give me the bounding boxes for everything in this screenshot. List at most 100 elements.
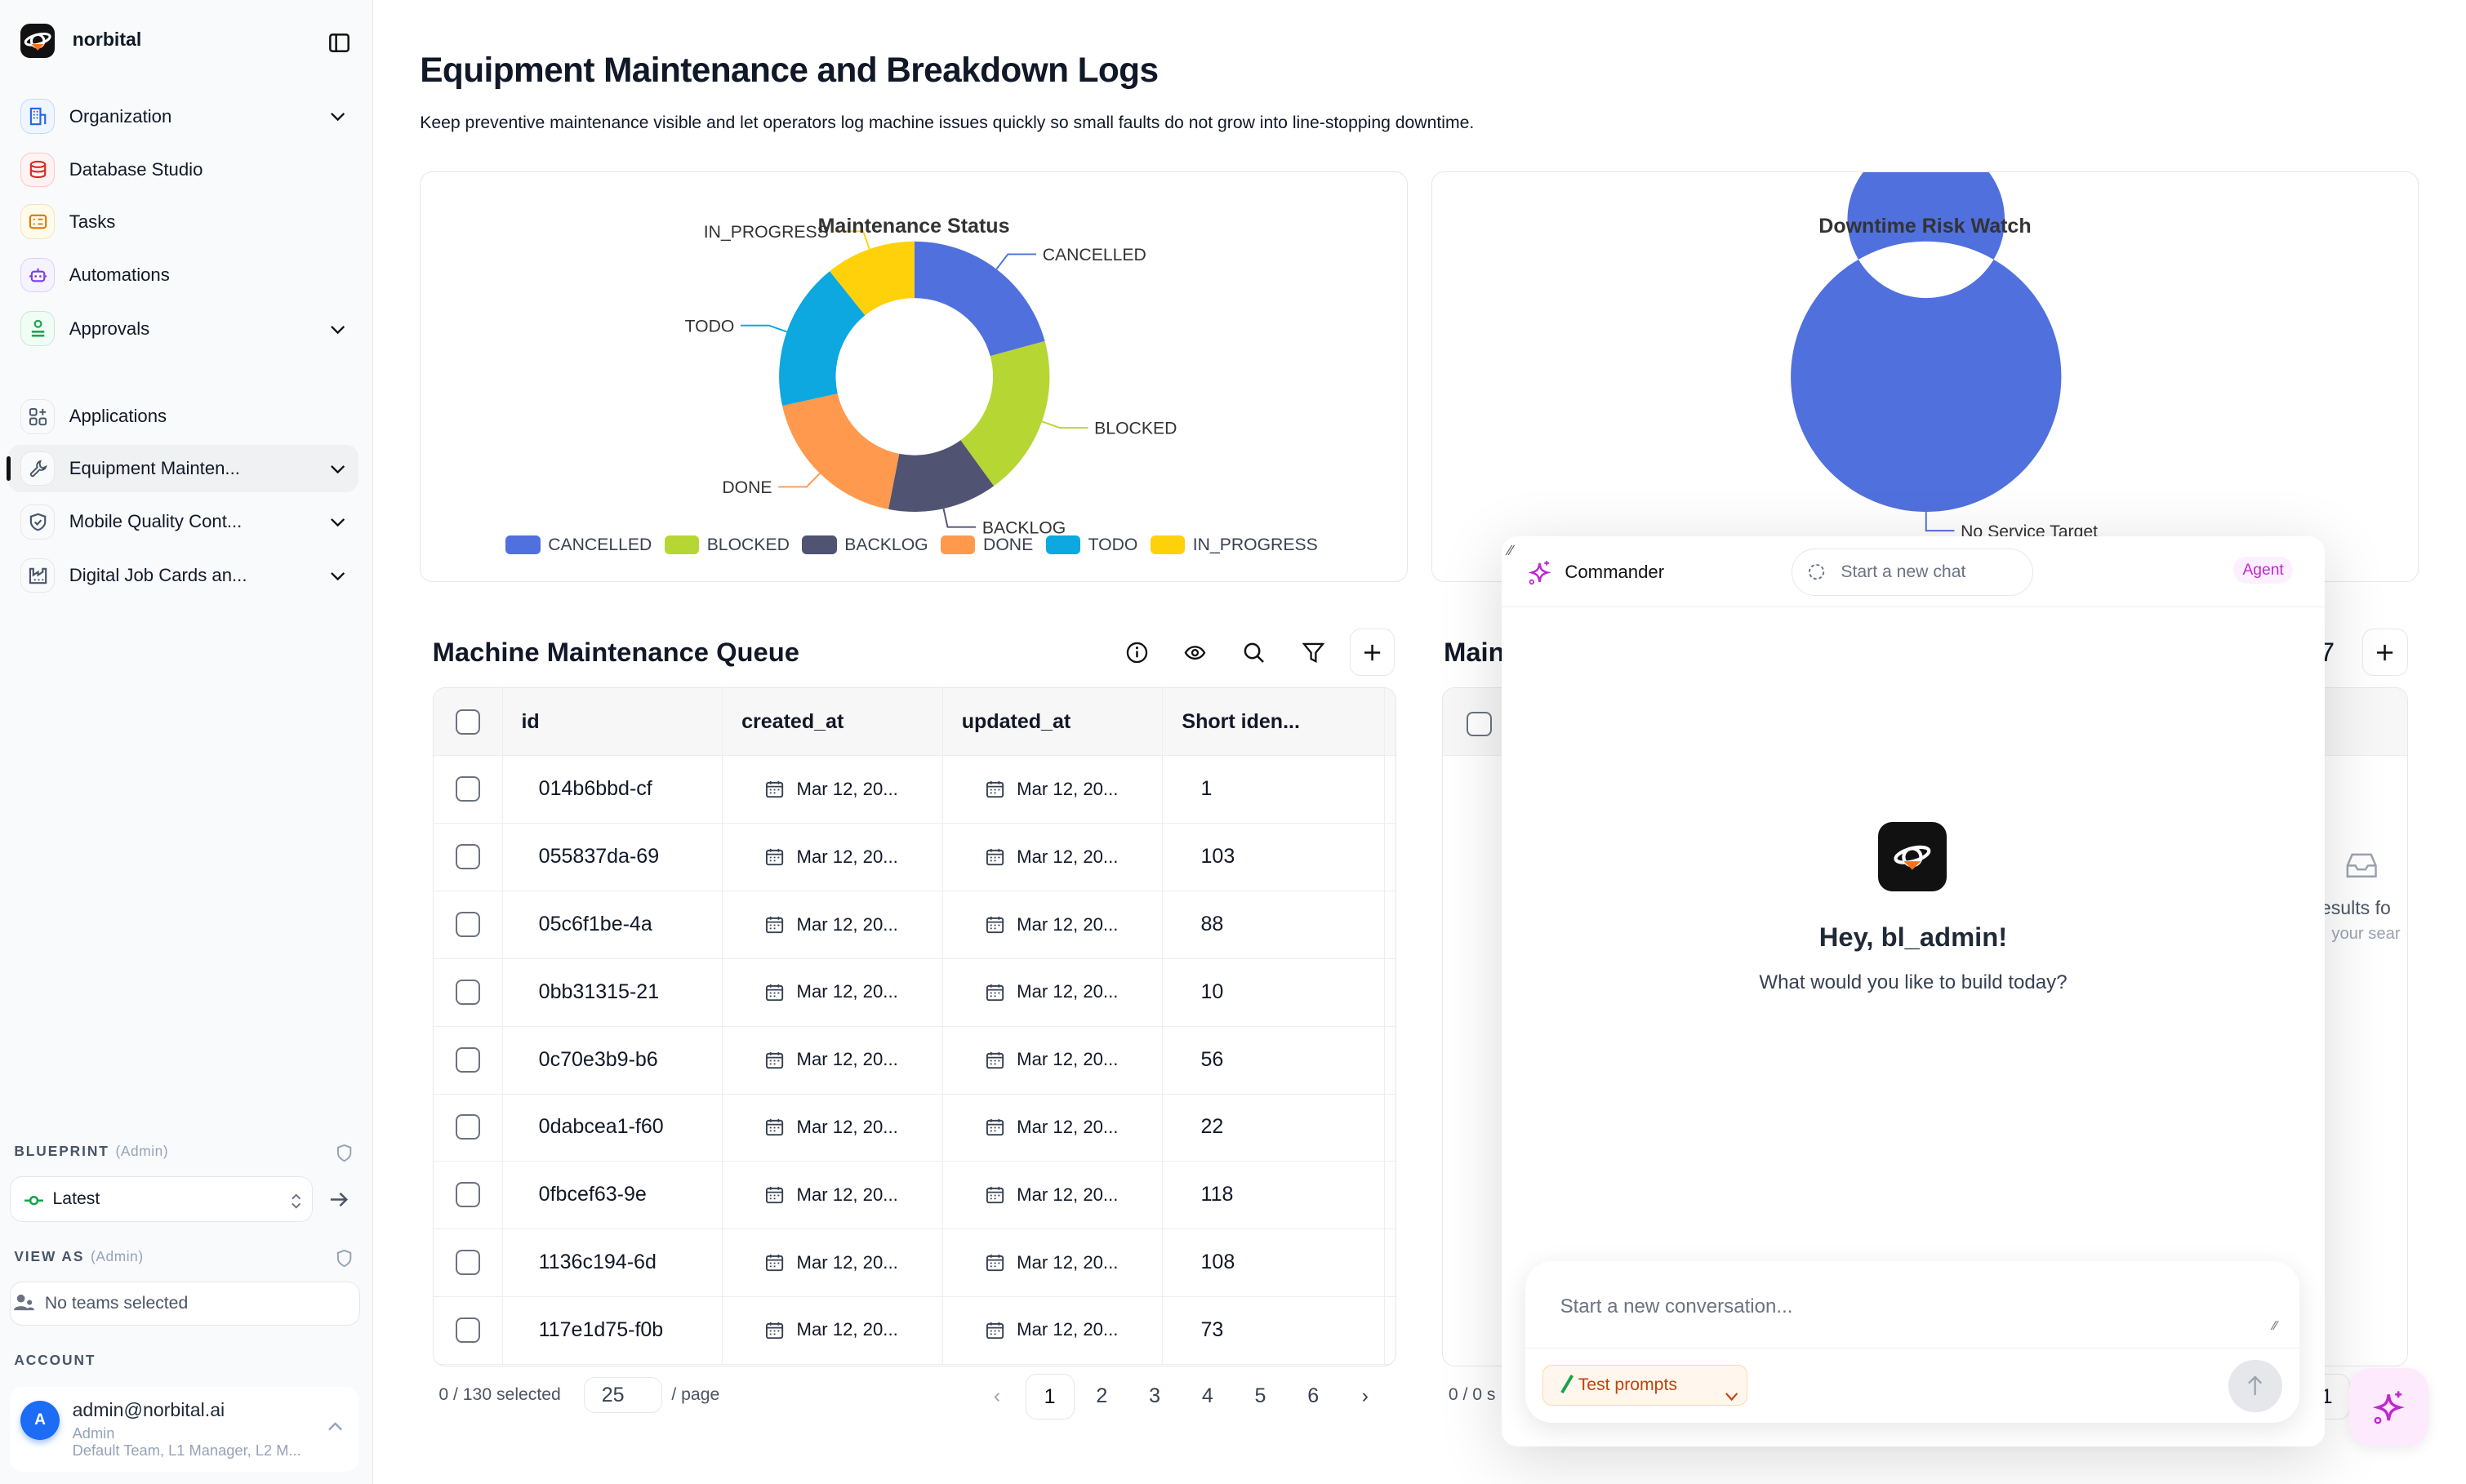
row-checkbox[interactable] (455, 912, 481, 937)
cell-created-at[interactable]: Mar 12, 20... (723, 1093, 943, 1162)
sidebar-item-approvals[interactable]: Approvals (8, 305, 358, 353)
row-checkbox[interactable] (455, 1046, 481, 1073)
row-checkbox[interactable] (455, 1250, 481, 1276)
page-4-button[interactable]: 4 (1201, 1384, 1213, 1407)
cell-id[interactable]: 055837da-69 (502, 823, 723, 891)
page-1-button[interactable]: 1 (1025, 1374, 1075, 1420)
cell-created-at[interactable]: Mar 12, 20... (723, 891, 943, 958)
add-record-button[interactable] (1349, 629, 1395, 677)
sidebar-item-automations[interactable]: Automations (8, 251, 358, 299)
table-row[interactable]: 1136c194-6d Mar 12, 20... Mar 12, 20... … (433, 1229, 1396, 1297)
cell-short-identifier[interactable]: 108 (1163, 1229, 1385, 1296)
cell-created-at[interactable]: Mar 12, 20... (723, 1161, 943, 1229)
cell-short-identifier[interactable]: 73 (1163, 1296, 1385, 1364)
conversation-input[interactable]: Start a new conversation... (1560, 1295, 1793, 1317)
account-card[interactable]: A admin@norbital.ai Admin Default Team, … (9, 1386, 359, 1472)
table-row[interactable]: 0bb31315-21 Mar 12, 20... Mar 12, 20... … (433, 957, 1396, 1027)
legend-item-cancelled[interactable]: CANCELLED (505, 535, 652, 555)
table-row[interactable]: 014b6bbd-cf Mar 12, 20... Mar 12, 20... … (433, 755, 1396, 824)
cell-updated-at[interactable]: Mar 12, 20... (943, 957, 1164, 1026)
cell-id[interactable]: 117e1d75-f0b (502, 1296, 723, 1364)
column-header-short-identifier[interactable]: Short iden... (1163, 687, 1385, 756)
table-row[interactable]: 0dabcea1-f60 Mar 12, 20... Mar 12, 20...… (433, 1093, 1396, 1162)
start-new-chat-button[interactable]: Start a new chat (1791, 549, 2034, 597)
chevron-down-icon[interactable] (330, 318, 345, 339)
test-prompts-dropdown[interactable]: Test prompts (1542, 1364, 1747, 1406)
cell-id[interactable]: 1136c194-6d (502, 1229, 723, 1296)
cell-updated-at[interactable]: Mar 12, 20... (943, 891, 1164, 958)
next-page-button[interactable]: › (1361, 1384, 1369, 1407)
donut-slice-backlog[interactable] (888, 440, 995, 512)
cell-created-at[interactable]: Mar 12, 20... (723, 1025, 943, 1094)
page-size-input[interactable]: 25 (583, 1377, 662, 1414)
prev-page-button[interactable]: ‹ (993, 1384, 1001, 1407)
cell-short-identifier[interactable]: 1 (1163, 755, 1385, 824)
sidebar-item-organization[interactable]: Organization (8, 93, 358, 140)
donut-slice-no-service-target[interactable] (1790, 140, 2062, 512)
row-checkbox[interactable] (455, 776, 481, 802)
filter-icon[interactable] (1293, 632, 1333, 673)
cell-id[interactable]: 05c6f1be-4a (502, 891, 723, 958)
cell-id[interactable]: 0dabcea1-f60 (502, 1093, 723, 1162)
sidebar-toggle-icon[interactable] (328, 30, 349, 60)
cell-updated-at[interactable]: Mar 12, 20... (943, 755, 1164, 824)
table-row[interactable]: 0c70e3b9-b6 Mar 12, 20... Mar 12, 20... … (433, 1025, 1396, 1095)
cell-updated-at[interactable]: Mar 12, 20... (943, 1229, 1164, 1296)
legend-item-done[interactable]: DONE (941, 535, 1033, 555)
sidebar-item-applications[interactable]: Applications (8, 393, 358, 441)
column-header-id[interactable]: id (502, 687, 723, 756)
cell-short-identifier[interactable]: 103 (1163, 823, 1385, 891)
chevron-down-icon[interactable] (330, 564, 345, 585)
donut-slice-cancelled[interactable] (914, 241, 1045, 357)
legend-item-blocked[interactable]: BLOCKED (664, 535, 790, 555)
cell-updated-at[interactable]: Mar 12, 20... (943, 1093, 1164, 1162)
resize-handle-icon[interactable]: ⁄⁄ (1508, 542, 1513, 559)
page-3-button[interactable]: 3 (1149, 1384, 1161, 1407)
row-checkbox[interactable] (455, 1114, 481, 1140)
blueprint-select[interactable]: Latest (9, 1175, 314, 1222)
table-row[interactable]: 055837da-69 Mar 12, 20... Mar 12, 20... … (433, 823, 1396, 892)
legend-item-backlog[interactable]: BACKLOG (802, 535, 928, 555)
view-as-teams-select[interactable]: No teams selected (9, 1281, 361, 1326)
cell-id[interactable]: 0fbcef63-9e (502, 1161, 723, 1229)
page-6-button[interactable]: 6 (1307, 1384, 1320, 1407)
cell-created-at[interactable]: Mar 12, 20... (723, 1229, 943, 1296)
select-all-checkbox[interactable] (455, 709, 481, 735)
cell-updated-at[interactable]: Mar 12, 20... (943, 1296, 1164, 1364)
cell-created-at[interactable]: Mar 12, 20... (723, 823, 943, 891)
page-2-button[interactable]: 2 (1096, 1384, 1108, 1407)
chevron-down-icon[interactable] (330, 457, 345, 478)
sidebar-item-digital-job-cards-an[interactable]: Digital Job Cards an... (8, 552, 358, 599)
row-checkbox[interactable] (455, 1317, 481, 1343)
search-icon[interactable] (1233, 632, 1274, 673)
legend-item-todo[interactable]: TODO (1045, 535, 1137, 555)
legend-item-in-progress[interactable]: IN_PROGRESS (1150, 535, 1318, 555)
table-row[interactable]: 0fbcef63-9e Mar 12, 20... Mar 12, 20... … (433, 1161, 1396, 1230)
cell-updated-at[interactable]: Mar 12, 20... (943, 1161, 1164, 1229)
commander-launcher-button[interactable] (2349, 1367, 2428, 1446)
cell-created-at[interactable]: Mar 12, 20... (723, 1296, 943, 1364)
add-record-button[interactable] (2361, 629, 2408, 677)
send-button[interactable] (2228, 1359, 2282, 1412)
arrow-right-icon[interactable] (329, 1187, 349, 1216)
donut-slice-blocked[interactable] (960, 340, 1050, 487)
donut-slice-done[interactable] (782, 393, 900, 509)
table-row[interactable]: 05c6f1be-4a Mar 12, 20... Mar 12, 20... … (433, 891, 1396, 959)
chevron-down-icon[interactable] (330, 511, 345, 532)
sidebar-item-equipment-mainten[interactable]: Equipment Mainten... (6, 445, 359, 492)
cell-short-identifier[interactable]: 22 (1163, 1093, 1385, 1162)
donut-slice-in-progress[interactable] (830, 241, 915, 316)
cell-created-at[interactable]: Mar 12, 20... (723, 957, 943, 1026)
cell-id[interactable]: 0bb31315-21 (502, 957, 723, 1026)
sidebar-item-tasks[interactable]: Tasks (8, 198, 358, 246)
cell-updated-at[interactable]: Mar 12, 20... (943, 823, 1164, 891)
cell-id[interactable]: 014b6bbd-cf (502, 755, 723, 824)
chevron-down-icon[interactable] (330, 105, 345, 127)
eye-icon[interactable] (1175, 632, 1216, 673)
cell-updated-at[interactable]: Mar 12, 20... (943, 1025, 1164, 1094)
page-5-button[interactable]: 5 (1254, 1384, 1266, 1407)
row-checkbox[interactable] (455, 1182, 481, 1208)
cell-short-identifier[interactable]: 88 (1163, 891, 1385, 958)
cell-short-identifier[interactable]: 56 (1163, 1025, 1385, 1094)
row-checkbox[interactable] (455, 844, 481, 870)
